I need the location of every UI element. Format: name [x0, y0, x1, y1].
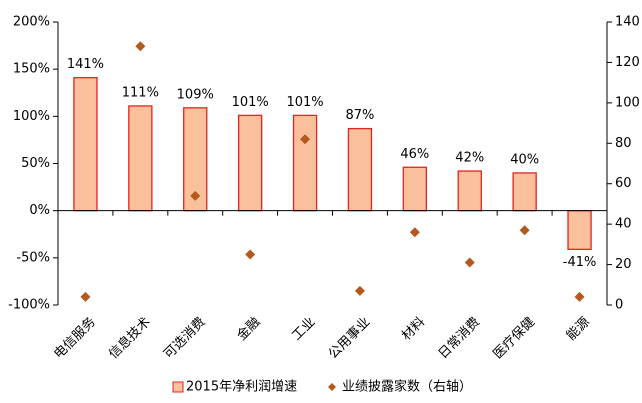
x-tick-label: 公用事业: [326, 315, 373, 362]
point: [190, 190, 201, 201]
x-tick-label: 信息技术: [106, 314, 154, 362]
y2-tick-label: 0: [615, 298, 623, 313]
point: [354, 285, 365, 296]
x-tick-label: 日常消费: [436, 315, 483, 362]
y2-tick-label: 140: [615, 15, 640, 30]
data-label: 111%: [122, 85, 159, 100]
y-tick-label: 0%: [29, 203, 50, 218]
bar: [402, 166, 428, 212]
y-tick-label: -50%: [16, 250, 50, 265]
bar: [237, 114, 263, 212]
x-tick-label: 电信服务: [51, 314, 99, 362]
data-label: 42%: [455, 151, 484, 166]
data-label: 101%: [232, 95, 269, 110]
bar: [457, 170, 482, 212]
bar: [128, 105, 153, 212]
y-tick-label: 100%: [13, 109, 50, 124]
data-label: 101%: [286, 95, 323, 110]
data-label: -41%: [563, 255, 597, 270]
legend-swatch: [172, 381, 184, 393]
y2-tick-label: 100: [615, 95, 640, 110]
point: [409, 227, 420, 238]
x-tick-label: 金融: [234, 314, 264, 344]
point: [574, 291, 585, 302]
data-label: 141%: [67, 57, 104, 72]
bar: [73, 77, 98, 212]
y2-tick-label: 60: [615, 176, 632, 191]
point: [80, 291, 91, 302]
x-tick-label: 医疗保健: [491, 315, 538, 362]
x-tick-label: 可选消费: [161, 315, 208, 362]
x-tick-label: 能源: [564, 315, 593, 344]
y2-tick-label: 80: [615, 136, 632, 151]
legend-swatch: [328, 383, 336, 391]
y-tick-label: -100%: [8, 298, 50, 313]
point: [135, 41, 146, 52]
bar: [567, 210, 592, 250]
legend-label: 2015年净利润增速: [186, 380, 297, 395]
bar: [347, 127, 373, 212]
data-label: 40%: [510, 152, 539, 167]
y-tick-label: 200%: [13, 15, 50, 30]
x-tick-label: 工业: [289, 315, 318, 344]
legend-label: 业绩披露家数（右轴）: [342, 379, 472, 395]
y-tick-label: 50%: [21, 156, 50, 171]
x-tick-label: 材料: [399, 315, 428, 344]
y2-tick-label: 40: [615, 217, 632, 232]
point: [300, 134, 311, 145]
data-label: 46%: [400, 147, 429, 162]
point: [245, 249, 256, 260]
y-tick-label: 150%: [13, 62, 50, 77]
point: [464, 257, 475, 268]
y2-tick-label: 20: [615, 257, 632, 272]
data-label: 109%: [177, 87, 214, 102]
y2-tick-label: 120: [615, 55, 640, 70]
bar: [512, 172, 537, 212]
data-label: 87%: [345, 108, 374, 123]
point: [519, 225, 530, 236]
bar: [292, 114, 318, 212]
